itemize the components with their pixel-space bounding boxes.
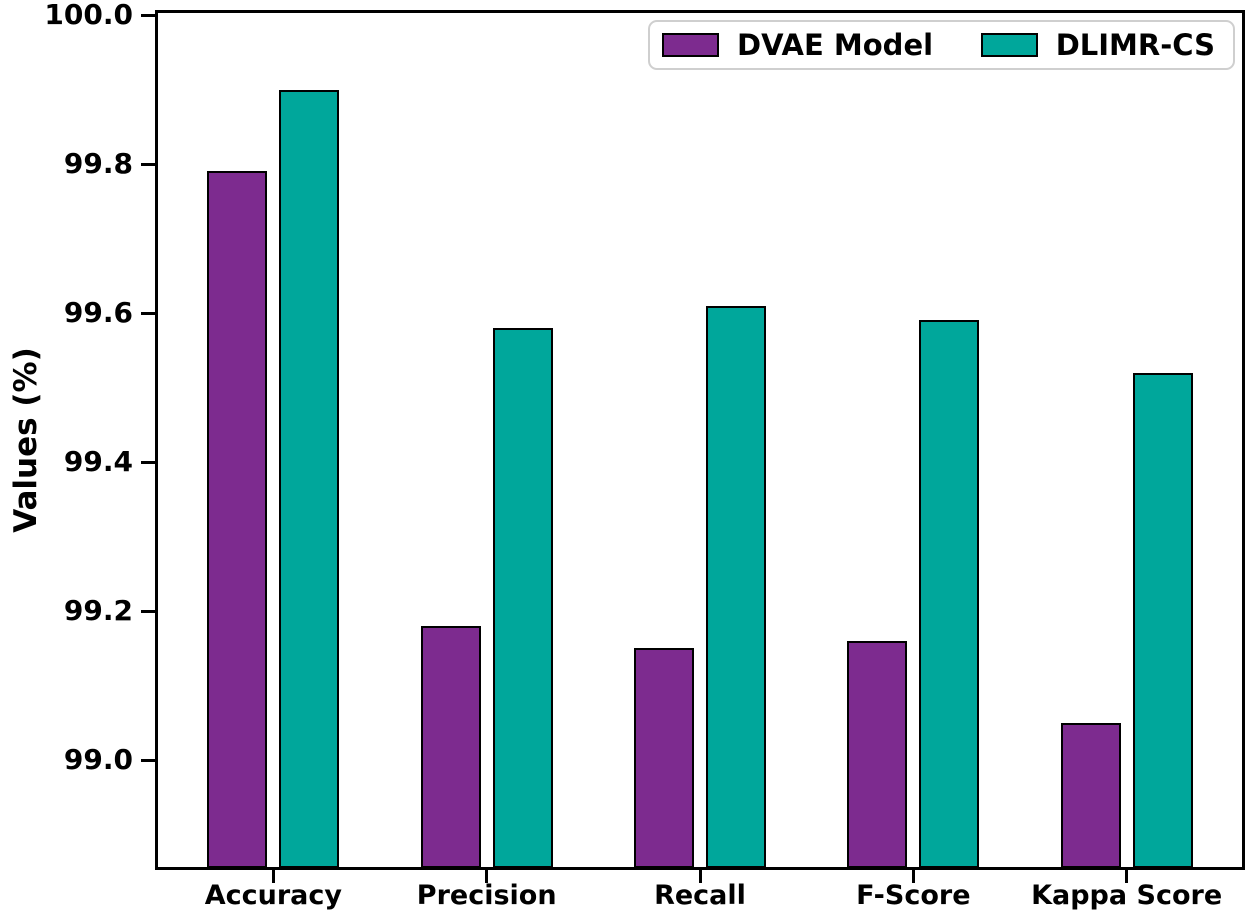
bar-dvae-model-recall: [634, 648, 694, 868]
bar-dvae-model-f-score: [847, 640, 908, 868]
y-axis-title: Values (%): [8, 347, 44, 533]
bar-dlimr-cs-kappa-score: [1132, 372, 1193, 868]
y-tick-mark: [141, 311, 155, 315]
y-tick-mark: [141, 162, 155, 166]
legend-label-dvae-model: DVAE Model: [737, 27, 934, 62]
x-tick-mark: [911, 870, 915, 883]
x-tick-label-accuracy: Accuracy: [204, 880, 343, 911]
bar-dlimr-cs-f-score: [919, 320, 980, 868]
legend: DVAE Model DLIMR-CS: [648, 20, 1235, 70]
y-tick-mark: [141, 460, 155, 464]
legend-label-dlimr-cs: DLIMR-CS: [1055, 27, 1215, 62]
y-tick-label-99.6: 99.6: [63, 296, 133, 329]
bar-dvae-model-accuracy: [207, 171, 268, 868]
y-tick-label-99.2: 99.2: [63, 594, 133, 627]
y-tick-label-99.4: 99.4: [63, 445, 133, 478]
y-tick-mark: [141, 758, 155, 762]
x-tick-label-recall: Recall: [654, 880, 746, 911]
bar-dlimr-cs-accuracy: [279, 89, 340, 868]
y-tick-mark: [141, 609, 155, 613]
bar-dlimr-cs-recall: [706, 305, 766, 868]
x-tick-label-kappa-score: Kappa Score: [1031, 880, 1223, 911]
y-tick-label-99.8: 99.8: [63, 147, 133, 180]
x-tick-label-precision: Precision: [416, 880, 557, 911]
legend-entry-dvae-model: DVAE Model: [662, 27, 934, 62]
x-tick-mark: [698, 870, 702, 883]
legend-entry-dlimr-cs: DLIMR-CS: [980, 27, 1215, 62]
bar-dvae-model-kappa-score: [1060, 722, 1121, 868]
y-tick-label-100.0: 100.0: [44, 0, 133, 31]
legend-swatch-dvae-model: [662, 33, 719, 57]
y-tick-mark: [141, 13, 155, 17]
x-tick-label-f-score: F-Score: [856, 880, 971, 911]
bar-dvae-model-precision: [420, 625, 481, 868]
legend-swatch-dlimr-cs: [980, 33, 1038, 57]
y-tick-label-99.0: 99.0: [63, 743, 133, 776]
x-tick-mark: [1125, 870, 1129, 883]
x-tick-mark: [271, 870, 275, 883]
x-tick-mark: [485, 870, 489, 883]
bar-dlimr-cs-precision: [492, 327, 553, 868]
